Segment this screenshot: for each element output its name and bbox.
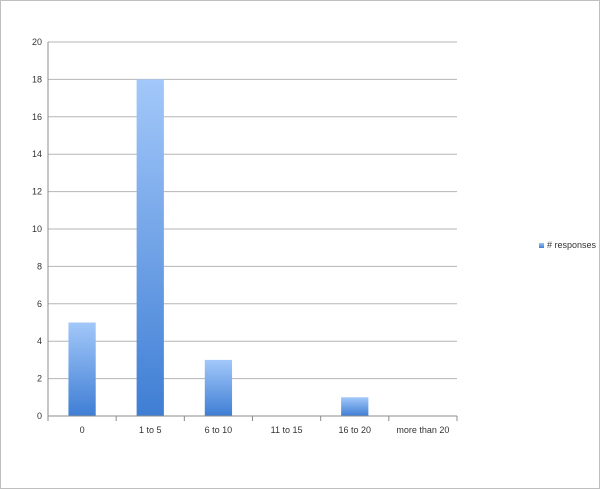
y-tick-label-2: 2 — [37, 374, 42, 384]
y-tick-label-18: 18 — [32, 74, 42, 84]
y-tick-label-0: 0 — [37, 411, 42, 421]
x-tick-label-2: 1 to 5 — [139, 425, 162, 435]
y-tick-label-6: 6 — [37, 299, 42, 309]
y-tick-label-4: 4 — [37, 336, 42, 346]
y-tick-label-14: 14 — [32, 149, 42, 159]
x-tick-label-4: 11 to 15 — [271, 425, 303, 435]
y-tick-label-8: 8 — [37, 261, 42, 271]
y-tick-label-12: 12 — [32, 187, 42, 197]
bar-5 — [341, 397, 369, 416]
y-tick-label-20: 20 — [32, 37, 42, 47]
x-tick-label-6: more than 20 — [396, 425, 449, 435]
y-tick-label-16: 16 — [32, 112, 42, 122]
y-tick-label-10: 10 — [32, 224, 42, 234]
x-tick-label-3: 6 to 10 — [205, 425, 233, 435]
legend: # responses — [539, 240, 596, 250]
x-tick-label-5: 16 to 20 — [338, 425, 371, 435]
bar-3 — [204, 359, 233, 416]
legend-label-responses: # responses — [547, 240, 597, 250]
gridlines — [48, 41, 457, 380]
bar-1 — [68, 322, 96, 416]
axes: 0 2 4 6 8 10 12 14 16 18 20 0 1 to 5 6 to 10 11 to 15 1… — [32, 37, 458, 435]
legend-swatch-responses — [539, 242, 544, 248]
bar-2 — [136, 79, 164, 417]
bars — [68, 79, 369, 417]
x-tick-label-1: 0 — [80, 425, 85, 435]
